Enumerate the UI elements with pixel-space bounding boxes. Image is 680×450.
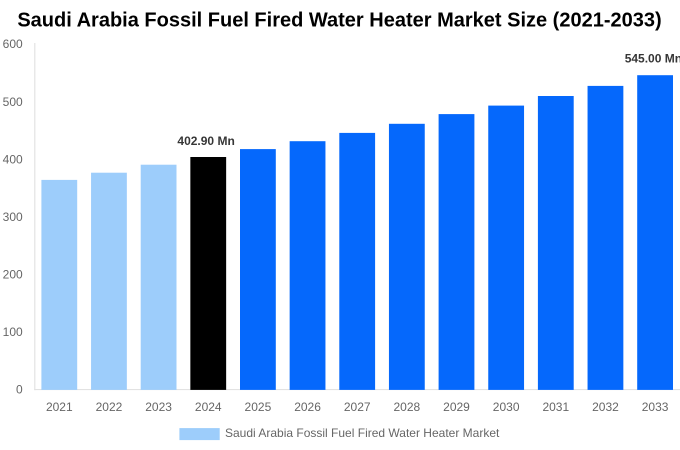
svg-text:2021: 2021 <box>46 400 73 414</box>
svg-text:2028: 2028 <box>393 400 420 414</box>
svg-text:2030: 2030 <box>493 400 520 414</box>
svg-text:0: 0 <box>16 383 23 397</box>
svg-text:545.00 Mn: 545.00 Mn <box>625 52 680 66</box>
svg-text:200: 200 <box>3 267 23 281</box>
svg-text:402.90 Mn: 402.90 Mn <box>177 134 234 148</box>
svg-text:2023: 2023 <box>145 400 172 414</box>
svg-text:400: 400 <box>3 152 23 166</box>
svg-text:Saudi Arabia Fossil Fuel Fired: Saudi Arabia Fossil Fuel Fired Water Hea… <box>225 426 500 440</box>
svg-text:2024: 2024 <box>195 400 222 414</box>
svg-text:2032: 2032 <box>592 400 619 414</box>
svg-text:2025: 2025 <box>245 400 272 414</box>
svg-text:100: 100 <box>3 325 23 339</box>
svg-text:2031: 2031 <box>542 400 569 414</box>
svg-text:2033: 2033 <box>642 400 669 414</box>
svg-text:2029: 2029 <box>443 400 470 414</box>
svg-text:2022: 2022 <box>96 400 123 414</box>
svg-text:500: 500 <box>3 95 23 109</box>
svg-text:Saudi Arabia Fossil Fuel Fired: Saudi Arabia Fossil Fuel Fired Water Hea… <box>17 10 661 32</box>
svg-text:600: 600 <box>3 37 23 51</box>
svg-text:2026: 2026 <box>294 400 321 414</box>
svg-text:2027: 2027 <box>344 400 371 414</box>
svg-text:300: 300 <box>3 210 23 224</box>
